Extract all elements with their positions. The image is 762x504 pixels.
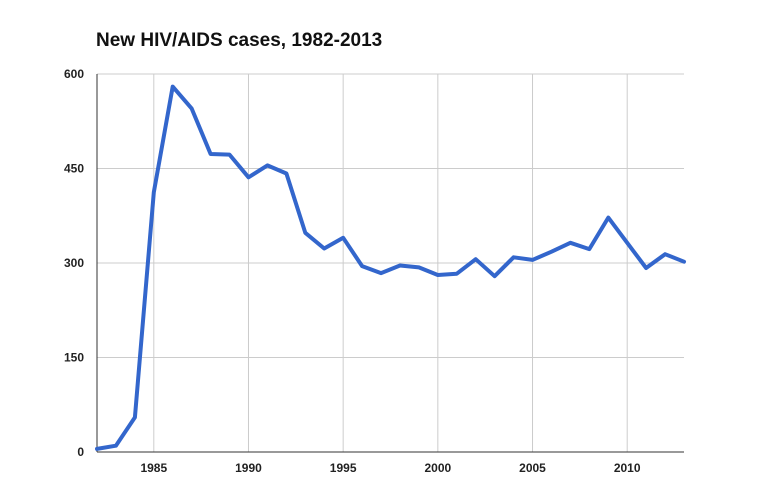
data-point [550, 250, 554, 254]
data-point [190, 107, 194, 111]
data-point [303, 231, 307, 235]
data-point [379, 271, 383, 275]
x-tick-label: 1990 [235, 461, 262, 475]
data-point [95, 447, 99, 451]
data-point [114, 444, 118, 448]
x-tick-label: 1995 [330, 461, 357, 475]
tick-labels: 0 150 300 450 600 1985 1990 1995 2000 2005 2010 [64, 67, 641, 475]
data-point [133, 415, 137, 419]
data-point [417, 265, 421, 269]
y-tick-label: 150 [64, 351, 84, 365]
data-point [360, 264, 364, 268]
data-point [247, 175, 251, 179]
data-point [568, 241, 572, 245]
y-tick-label: 300 [64, 256, 84, 270]
x-tick-label: 2000 [424, 461, 451, 475]
data-point [152, 190, 156, 194]
data-point [265, 163, 269, 167]
axes [96, 74, 684, 453]
data-point [512, 255, 516, 259]
data-point [493, 274, 497, 278]
data-point [531, 258, 535, 262]
x-tick-label: 2005 [519, 461, 546, 475]
data-point [284, 172, 288, 176]
data-point [341, 236, 345, 240]
data-point [682, 260, 686, 264]
data-point [455, 272, 459, 276]
y-tick-label: 600 [64, 67, 84, 81]
data-point [436, 273, 440, 277]
x-tick-label: 1985 [140, 461, 167, 475]
data-point [322, 247, 326, 251]
data-point [171, 85, 175, 89]
data-point [228, 153, 232, 157]
y-tick-label: 450 [64, 162, 84, 176]
chart-title: New HIV/AIDS cases, 1982-2013 [96, 30, 383, 51]
x-tick-label: 2010 [614, 461, 641, 475]
data-point [625, 241, 629, 245]
y-tick-label: 0 [77, 445, 84, 459]
series-layer [95, 84, 686, 451]
gridlines [97, 73, 684, 452]
data-point [606, 216, 610, 220]
data-point [398, 264, 402, 268]
data-point [644, 266, 648, 270]
data-point [663, 252, 667, 256]
data-point [587, 247, 591, 251]
data-point [474, 257, 478, 261]
series-line [95, 84, 686, 451]
data-point [209, 152, 213, 156]
